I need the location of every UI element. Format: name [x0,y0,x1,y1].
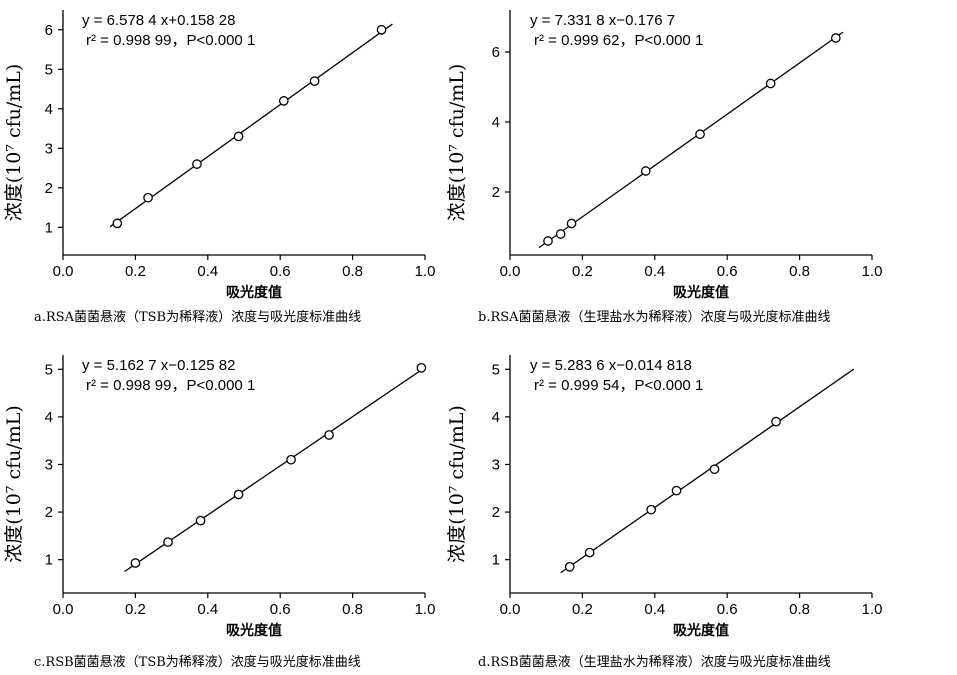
x-tick-label: 0.8 [342,601,363,618]
data-point [695,129,705,140]
chart-d: 0.0 0.2 0.4 0.6 0.8 1.0 1 2 3 4 5 吸光度值 浓度(10⁷ cfu/mL… [446,355,882,639]
regression-equation: y = 7.331 8 x−0.176 7 [530,12,675,29]
y-tick-label: 4 [492,409,500,426]
fit-line [109,23,393,228]
x-tick-label: 0.8 [342,263,363,280]
regression-equation: y = 6.578 4 x+0.158 28 [82,12,235,29]
data-point [233,489,244,500]
chart-a: 0.0 0.2 0.4 0.6 0.8 1.0 1 2 3 4 5 6 吸光度值 浓度(10⁷ cfu/m… [3,10,435,301]
data-point [416,363,427,373]
x-tick-label: 0.0 [53,263,74,280]
data-point [671,485,682,496]
y-tick-label: 3 [45,140,53,157]
x-tick-label: 0.4 [644,601,665,618]
caption-d: d.RSB菌菌悬液（生理盐水为稀释液）浓度与吸光度标准曲线 [478,655,831,670]
x-tick-label: 0.0 [53,601,74,618]
data-point [233,131,244,142]
data-point [709,464,720,475]
regression-stats: r² = 0.999 62，P<0.000 1 [534,32,703,49]
chart-c: 0.0 0.2 0.4 0.6 0.8 1.0 1 2 3 4 5 吸光度值 浓度(10⁷ cfu/mL… [3,355,435,639]
y-tick-label: 1 [45,219,53,236]
data-point [771,416,781,427]
x-tick-label: 0.2 [572,601,593,618]
fit-line [124,369,422,573]
x-tick-label: 1.0 [415,601,436,618]
chart-b: 0.0 0.2 0.4 0.6 0.8 1.0 2 4 6 吸光度值 浓度(10⁷ cfu/mL) y… [446,10,882,301]
y-tick-label: 3 [492,456,500,473]
x-tick-label: 0.6 [270,601,291,618]
x-tick-label: 0.6 [717,263,738,280]
y-tick-label: 3 [45,456,53,473]
data-point [640,166,651,176]
data-point [324,430,334,440]
x-axis-label: 吸光度值 [673,622,729,639]
data-point [564,561,575,572]
data-point [765,78,776,89]
fit-line [538,31,844,249]
regression-equation: y = 5.283 6 x−0.014 818 [530,357,692,374]
data-point [286,454,296,465]
x-tick-label: 0.6 [717,601,738,618]
data-point [195,515,206,526]
regression-stats: r² = 0.998 99，P<0.000 1 [86,32,255,49]
y-tick-label: 5 [45,361,53,378]
y-axis-label: 浓度(10⁷ cfu/mL) [446,405,468,563]
x-tick-label: 0.2 [572,263,593,280]
data-point [309,76,320,86]
x-axis-label: 吸光度值 [673,284,729,301]
caption-c: c.RSB菌菌悬液（TSB为稀释液）浓度与吸光度标准曲线 [34,655,361,670]
x-tick-label: 0.2 [125,263,146,280]
regression-stats: r² = 0.999 54，P<0.000 1 [534,377,703,394]
y-tick-label: 6 [45,22,53,39]
x-tick-label: 0.6 [270,263,291,280]
data-point [566,218,577,229]
y-tick-label: 5 [45,61,53,78]
data-point [646,504,657,515]
data-point [163,537,173,547]
y-tick-label: 4 [492,114,500,131]
y-axis-label: 浓度(10⁷ cfu/mL) [3,405,25,563]
y-tick-label: 2 [45,180,53,197]
y-tick-label: 2 [492,504,500,521]
y-tick-label: 4 [45,101,53,118]
data-point [130,558,141,568]
caption-b: b.RSA菌菌悬液（生理盐水为稀释液）浓度与吸光度标准曲线 [478,310,831,325]
x-tick-label: 1.0 [415,263,436,280]
x-axis-label: 吸光度值 [226,622,282,639]
data-point [830,33,841,43]
regression-equation: y = 5.162 7 x−0.125 82 [82,357,235,374]
y-tick-label: 6 [492,44,500,61]
y-axis-label: 浓度(10⁷ cfu/mL) [446,64,468,222]
x-tick-label: 1.0 [862,263,883,280]
y-tick-label: 2 [45,504,53,521]
x-tick-label: 0.0 [500,263,521,280]
x-tick-label: 0.4 [197,263,218,280]
y-tick-label: 4 [45,409,53,426]
x-tick-label: 1.0 [862,601,883,618]
data-point [543,236,553,246]
fit-line [560,368,855,574]
data-point [584,547,595,558]
data-point [278,96,289,106]
x-tick-label: 0.8 [789,601,810,618]
x-tick-label: 0.8 [789,263,810,280]
y-tick-label: 1 [45,552,53,569]
x-axis-label: 吸光度值 [226,284,282,301]
regression-stats: r² = 0.998 99，P<0.000 1 [86,377,255,394]
data-point [192,159,202,169]
data-point [555,229,566,239]
x-tick-label: 0.4 [197,601,218,618]
x-tick-label: 0.2 [125,601,146,618]
x-tick-label: 0.4 [644,263,665,280]
y-tick-label: 2 [492,184,500,201]
y-tick-label: 5 [492,361,500,378]
data-point [376,24,387,35]
y-tick-label: 1 [492,552,500,569]
y-axis-label: 浓度(10⁷ cfu/mL) [3,64,25,222]
data-point [112,218,123,229]
x-tick-label: 0.0 [500,601,521,618]
caption-a: a.RSA菌菌悬液（TSB为稀释液）浓度与吸光度标准曲线 [34,310,362,325]
data-point [143,192,153,203]
